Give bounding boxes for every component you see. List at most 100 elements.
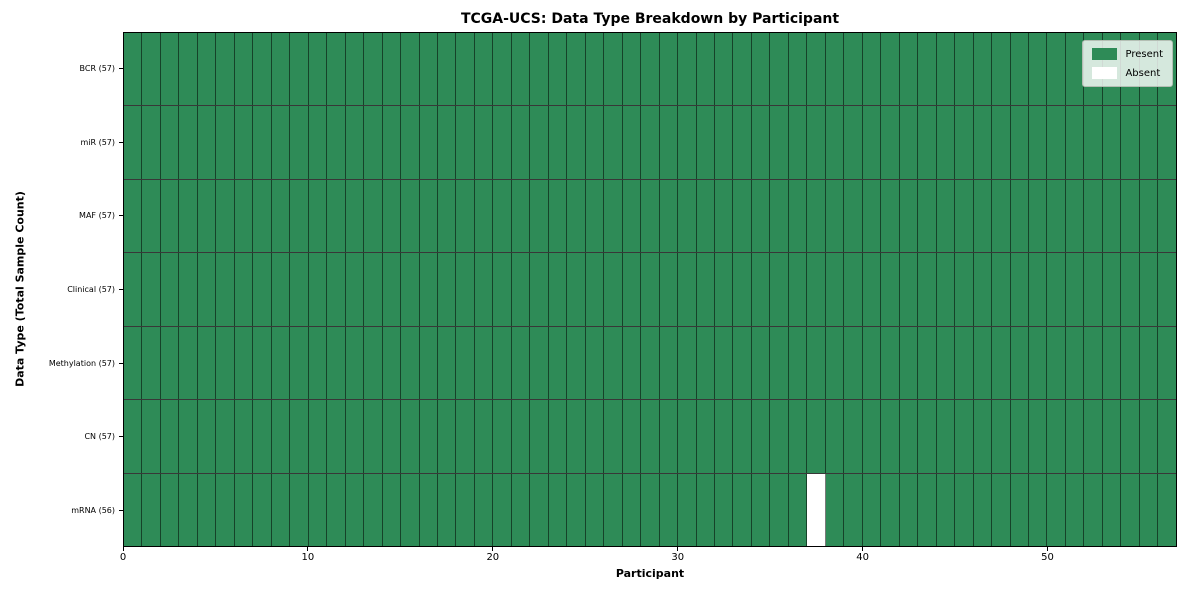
heatmap-cell-present	[899, 253, 919, 326]
heatmap-cell-present	[234, 33, 254, 106]
heatmap-cell-present	[973, 253, 993, 326]
heatmap-cell-present	[659, 106, 679, 179]
heatmap-cell-present	[844, 179, 863, 253]
heatmap-cell-present	[253, 253, 272, 326]
heatmap-cell-present	[1158, 326, 1176, 400]
heatmap-cell-present	[955, 106, 974, 179]
heatmap-cell-present	[1065, 253, 1085, 326]
heatmap-cell-present	[345, 400, 365, 473]
heatmap-cell-present	[530, 106, 549, 179]
x-tick-mark	[1047, 547, 1049, 551]
heatmap-cell-present	[437, 473, 457, 546]
heatmap-cell-present	[253, 33, 272, 106]
heatmap-cell-present	[585, 326, 605, 400]
heatmap-cell-present	[585, 400, 605, 473]
heatmap-cell-present	[567, 400, 586, 473]
heatmap-cell-present	[308, 106, 328, 179]
heatmap-cell-present	[825, 473, 845, 546]
heatmap-cell-present	[992, 253, 1011, 326]
heatmap-cell-present	[641, 33, 660, 106]
x-axis-label: Participant	[615, 567, 685, 580]
heatmap-cell-present	[364, 106, 383, 179]
heatmap-cell-present	[216, 33, 235, 106]
heatmap-cell-present	[290, 400, 309, 473]
heatmap-cell-present	[1047, 400, 1066, 473]
heatmap-cell-present	[401, 326, 420, 400]
heatmap-cell-present	[585, 106, 605, 179]
heatmap-cell-present	[456, 400, 475, 473]
heatmap-cell-present	[290, 179, 309, 253]
legend-label: Absent	[1125, 67, 1161, 79]
heatmap-cell-present	[160, 400, 180, 473]
heatmap-cell-present	[456, 253, 475, 326]
heatmap-cell-present	[382, 106, 402, 179]
heatmap-cell-present	[271, 33, 291, 106]
y-tick-label: Clinical (57)	[67, 285, 115, 294]
heatmap-cell-present	[807, 326, 826, 400]
heatmap-cell-present	[1028, 106, 1048, 179]
heatmap-cell-present	[788, 253, 808, 326]
heatmap-cell-present	[862, 326, 882, 400]
heatmap-cell-present	[936, 326, 956, 400]
heatmap-cell-present	[271, 179, 291, 253]
x-tick-label: 30	[671, 552, 685, 563]
heatmap-cell-present	[678, 473, 697, 546]
heatmap-cell-present	[1121, 106, 1140, 179]
heatmap-cell-present	[548, 253, 568, 326]
heatmap-cell-present	[548, 106, 568, 179]
heatmap-cell-present	[770, 400, 789, 473]
heatmap-cell-present	[327, 33, 346, 106]
heatmap-cell-present	[604, 253, 623, 326]
heatmap-cell-present	[881, 33, 900, 106]
heatmap-cell-present	[844, 326, 863, 400]
x-tick-label: 40	[856, 552, 870, 563]
heatmap-cell-present	[124, 400, 143, 473]
heatmap-cell-present	[1121, 326, 1140, 400]
heatmap-cell-present	[751, 326, 771, 400]
heatmap-cell-present	[419, 33, 438, 106]
heatmap-cell-present	[844, 33, 863, 106]
y-tick-mark	[119, 509, 123, 511]
heatmap-cell-present	[862, 253, 882, 326]
legend-entry-absent: Absent	[1092, 67, 1163, 79]
heatmap-cell-present	[622, 400, 642, 473]
heatmap-cell-present	[881, 326, 900, 400]
heatmap-cell-present	[530, 33, 549, 106]
heatmap-cell-present	[1102, 253, 1122, 326]
heatmap-cell-present	[955, 33, 974, 106]
heatmap-cell-present	[659, 179, 679, 253]
heatmap-cell-present	[401, 400, 420, 473]
heatmap-cell-present	[678, 179, 697, 253]
heatmap-cell-present	[715, 473, 734, 546]
heatmap-cell-present	[567, 33, 586, 106]
heatmap-cell-present	[345, 473, 365, 546]
y-tick-label: CN (57)	[84, 432, 115, 442]
heatmap-cell-present	[899, 106, 919, 179]
heatmap-cell-present	[271, 253, 291, 326]
plot-area: Present Absent	[123, 32, 1177, 547]
heatmap-cell-present	[1028, 253, 1048, 326]
heatmap-cell-present	[567, 253, 586, 326]
heatmap-cell-present	[179, 106, 198, 179]
heatmap-cell-present	[345, 253, 365, 326]
heatmap-cell-present	[936, 253, 956, 326]
heatmap-cell-present	[382, 253, 402, 326]
heatmap-cell-present	[788, 326, 808, 400]
heatmap-cell-present	[770, 179, 789, 253]
heatmap-cell-present	[641, 179, 660, 253]
heatmap-cell-present	[1028, 473, 1048, 546]
y-tick-mark	[119, 215, 123, 217]
y-tick-label: MAF (57)	[79, 211, 115, 221]
heatmap-cell-present	[733, 473, 752, 546]
heatmap-cell-present	[179, 33, 198, 106]
heatmap-cell-present	[622, 473, 642, 546]
heatmap-cell-present	[751, 253, 771, 326]
heatmap-cell-present	[807, 179, 826, 253]
heatmap-cell-present	[179, 253, 198, 326]
heatmap-cell-present	[696, 33, 715, 106]
heatmap-cell-present	[327, 106, 346, 179]
heatmap-cell-present	[622, 326, 642, 400]
heatmap-cell-present	[290, 106, 309, 179]
heatmap-cell-present	[124, 253, 143, 326]
heatmap-cell-present	[1065, 106, 1085, 179]
